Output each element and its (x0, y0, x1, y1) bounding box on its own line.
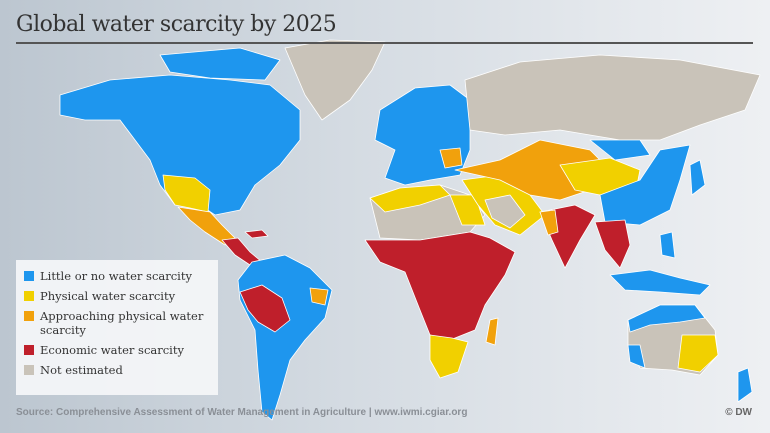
swatch-yellow (24, 291, 34, 301)
swatch-red (24, 345, 34, 355)
swatch-grey (24, 365, 34, 375)
legend-item-economic: Economic water scarcity (24, 343, 210, 357)
legend-label: Approaching physical water scarcity (40, 309, 204, 337)
region-new-zealand (737, 367, 753, 403)
region-west-india (539, 209, 559, 236)
region-south-america (237, 254, 333, 421)
legend-item-not-estimated: Not estimated (24, 363, 210, 377)
region-russia (464, 54, 761, 141)
legend: Little or no water scarcity Physical wat… (16, 260, 218, 395)
region-australia-north (627, 304, 706, 333)
swatch-blue (24, 271, 34, 281)
region-japan (689, 159, 706, 196)
region-southeast-asia (594, 219, 631, 269)
region-north-america (59, 74, 301, 216)
region-ne-brazil (309, 287, 329, 306)
region-mongolia (589, 139, 651, 161)
region-philippines (659, 231, 676, 259)
legend-item-little-or-no: Little or no water scarcity (24, 269, 210, 283)
legend-label: Not estimated (40, 363, 123, 377)
legend-label: Little or no water scarcity (40, 269, 192, 283)
region-caribbean (244, 229, 269, 239)
title-divider (16, 42, 753, 44)
region-balkans (439, 147, 463, 169)
map-title: Global water scarcity by 2025 (16, 12, 337, 37)
legend-item-physical: Physical water scarcity (24, 289, 210, 303)
region-australia-east (677, 334, 719, 373)
region-canadian-arctic (159, 47, 281, 81)
region-australia-west (627, 344, 646, 369)
region-sub-saharan-africa (364, 231, 516, 341)
region-southern-africa (429, 334, 469, 379)
region-madagascar (485, 317, 499, 346)
region-greenland (284, 39, 386, 121)
legend-item-approaching: Approaching physical water scarcity (24, 309, 210, 337)
source-note: Source: Comprehensive Assessment of Wate… (16, 407, 468, 418)
region-andes (239, 284, 291, 333)
region-arabia (484, 194, 526, 229)
region-indonesia (609, 269, 711, 296)
swatch-orange (24, 311, 34, 321)
legend-label: Physical water scarcity (40, 289, 176, 303)
legend-label: Economic water scarcity (40, 343, 184, 357)
credit: © DW (725, 407, 752, 418)
